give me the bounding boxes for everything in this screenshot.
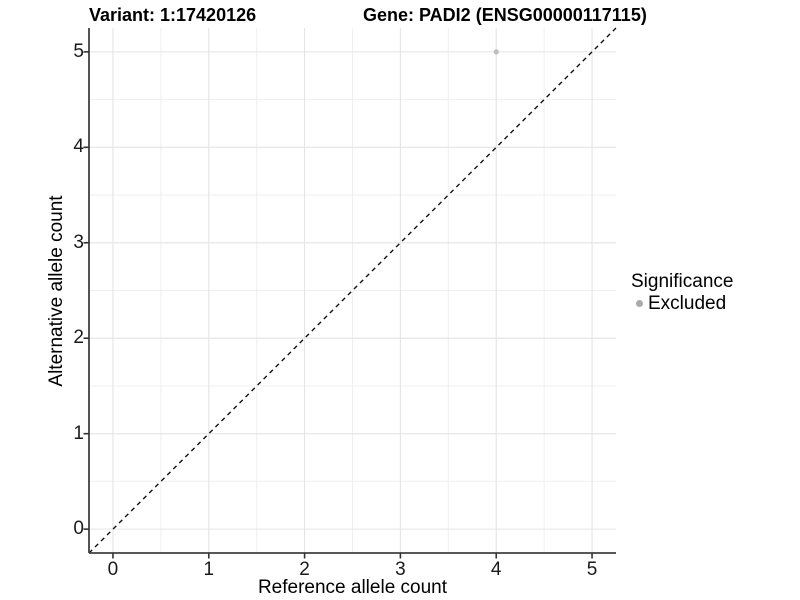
- legend-item-excluded: Excluded: [629, 293, 733, 314]
- y-tick-label: 0: [73, 518, 84, 540]
- x-axis-title: Reference allele count: [257, 577, 448, 598]
- y-tick-label: 5: [73, 40, 84, 62]
- y-axis-title: Alternative allele count: [46, 195, 67, 387]
- x-tick-label: 2: [299, 559, 310, 580]
- x-tick-label: 5: [586, 559, 598, 580]
- plot-title-variant: Variant: 1:17420126: [89, 5, 257, 25]
- y-tick-label: 4: [73, 136, 84, 158]
- x-tick-label: 4: [490, 559, 502, 580]
- y-tick-label: 2: [73, 327, 84, 349]
- x-tick-label: 0: [107, 559, 119, 580]
- x-tick-label: 3: [395, 559, 406, 580]
- legend: Significance Excluded: [629, 271, 733, 314]
- y-tick-label: 1: [73, 422, 84, 444]
- y-tick-label: 3: [73, 231, 84, 253]
- x-tick-label: 1: [203, 559, 215, 580]
- legend-item-label: Excluded: [648, 293, 727, 314]
- plot-title-gene: Gene: PADI2 (ENSG00000117115): [363, 5, 647, 25]
- excluded-point-icon: [636, 300, 643, 307]
- legend-title: Significance: [631, 271, 734, 292]
- data-point: [493, 49, 499, 55]
